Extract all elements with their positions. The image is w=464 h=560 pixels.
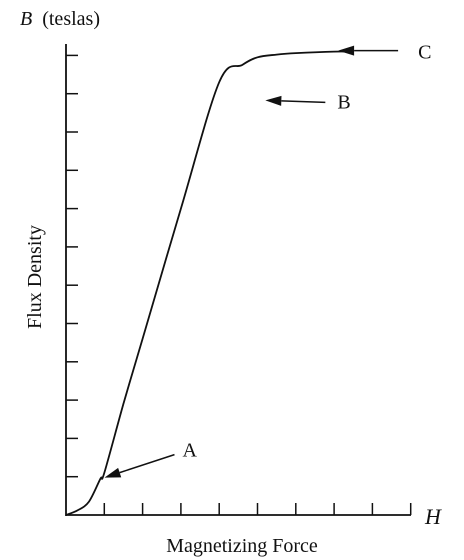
y-axis-title: B (teslas) (20, 8, 100, 30)
annotation-arrow-line (281, 100, 326, 104)
annotation-arrowhead (104, 467, 122, 478)
annotation-a: A (104, 440, 197, 478)
annotation-label: A (182, 440, 197, 462)
y-axis-label: Flux Density (24, 225, 46, 329)
annotation-arrowhead (338, 45, 355, 56)
bh-curve (65, 50, 350, 516)
annotation-b: B (265, 91, 351, 113)
y-axis-unit: (teslas) (42, 8, 100, 30)
annotation-label: C (418, 42, 431, 64)
x-axis-symbol: H (424, 504, 442, 529)
x-axis-label: Magnetizing Force (166, 535, 318, 557)
annotation-label: B (337, 91, 350, 113)
annotation-c: C (338, 42, 431, 64)
annotations: A B C (104, 42, 431, 478)
axis-ticks (66, 54, 412, 515)
annotation-arrowhead (265, 95, 282, 106)
y-axis-symbol: B (20, 8, 32, 30)
annotation-arrow-line (119, 453, 175, 474)
